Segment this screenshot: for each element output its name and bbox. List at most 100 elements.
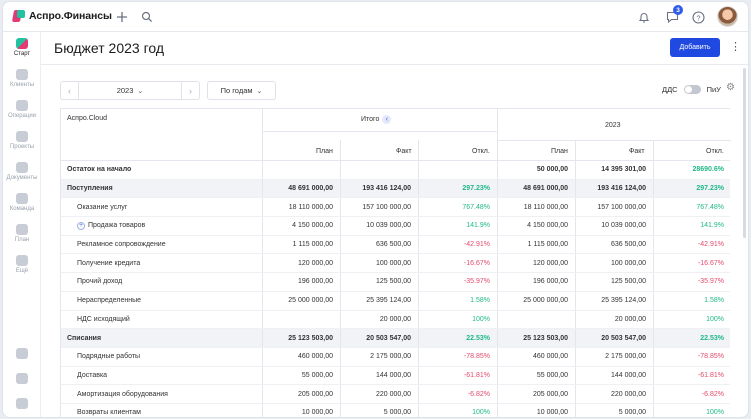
start-icon xyxy=(16,38,28,49)
table-row[interactable]: Прочий доход 196 000,00 125 500,00 -35.97% 1… xyxy=(61,273,730,292)
logo-text: Аспро.Финансы xyxy=(29,10,112,22)
amount-cell: 50 000,00 xyxy=(536,166,568,174)
amount-cell: 25 123 503,00 xyxy=(288,334,333,342)
table-row[interactable]: Получение кредита 120 000,00 100 000,00 -16… xyxy=(61,254,730,274)
row-label: Возвраты клиентам xyxy=(77,409,141,417)
operations-icon xyxy=(16,100,28,111)
row-name: Прочий доход xyxy=(77,273,122,291)
sidebar-item-more[interactable]: Ещё xyxy=(3,255,41,274)
amount-cell: 193 416 124,00 xyxy=(597,185,646,193)
year-dropdown[interactable]: 2023 ⌄ xyxy=(78,82,182,99)
table-row[interactable]: + Продажа товаров 4 150 000,00 10 039 000,0… xyxy=(61,217,730,236)
kebab-icon[interactable]: ⋮ xyxy=(730,41,741,53)
company-name: Аспро.Cloud xyxy=(67,115,107,122)
plan-icon xyxy=(16,224,28,235)
logo[interactable]: Аспро.Финансы xyxy=(11,10,112,22)
col-fact: Факт xyxy=(629,148,645,155)
deviation-cell: 1.58% xyxy=(704,297,724,305)
table-row[interactable]: Амортизация оборудования 205 000,00 220 00… xyxy=(61,385,730,404)
deviation-cell: -42.91% xyxy=(697,241,724,249)
integrations-icon[interactable] xyxy=(16,348,28,359)
amount-cell: 25 123 503,00 xyxy=(523,334,568,342)
table-row[interactable]: Рекламное сопровождение 1 115 000,00 636 5… xyxy=(61,235,730,255)
deviation-cell: -35.97% xyxy=(463,278,490,286)
amount-cell: 636 500,00 xyxy=(610,241,646,249)
prev-year-icon[interactable]: ‹ xyxy=(68,85,71,96)
gear-icon[interactable]: ⚙ xyxy=(726,82,735,93)
plus-icon[interactable] xyxy=(114,9,130,25)
sidebar-item-label: Клиенты xyxy=(9,82,35,88)
report-toggle: ДДС ПиУ xyxy=(662,85,721,94)
amount-cell: 20 000,00 xyxy=(379,315,411,323)
sidebar-item-start[interactable]: Старт xyxy=(3,38,41,57)
amount-cell: 1 115 000,00 xyxy=(527,241,568,249)
scrollbar[interactable] xyxy=(743,68,746,238)
sidebar-item-operations[interactable]: Операции xyxy=(3,100,41,119)
row-name: Получение кредита xyxy=(77,254,140,272)
sidebar-item-projects[interactable]: Проекты xyxy=(3,131,41,150)
table-row[interactable]: Списания 25 123 503,00 20 503 547,00 22.53%… xyxy=(61,329,730,348)
settings-icon[interactable] xyxy=(16,373,28,384)
amount-cell: 5 000,00 xyxy=(383,409,411,417)
deviation-cell: -61.81% xyxy=(463,371,490,379)
sidebar-item-label: Документы xyxy=(6,175,38,181)
sidebar-item-label: Старт xyxy=(13,51,31,57)
deviation-cell: -42.91% xyxy=(463,241,490,249)
sidebar-item-plan[interactable]: План xyxy=(3,224,41,243)
amount-cell: 20 503 547,00 xyxy=(601,334,646,342)
deviation-cell: 22.53% xyxy=(466,334,490,342)
sidebar-item-clients[interactable]: Клиенты xyxy=(3,69,41,88)
row-label: Подрядные работы xyxy=(77,353,141,361)
row-name: Возвраты клиентам xyxy=(77,404,141,417)
table-row[interactable]: Остаток на начало 50 000,00 14 395 301,00 2… xyxy=(61,161,730,180)
deviation-cell: 100% xyxy=(472,315,490,323)
top-bar: Аспро.Финансы 3 ? xyxy=(3,2,748,32)
collapse-icon[interactable]: ‹ xyxy=(382,115,392,124)
year-value: 2023 xyxy=(116,86,134,95)
deviation-cell: 22.53% xyxy=(700,334,724,342)
amount-cell: 10 000,00 xyxy=(536,409,568,417)
table-row[interactable]: Возвраты клиентам 10 000,00 5 000,00 100% 10… xyxy=(61,403,730,417)
sidebar-item-documents[interactable]: Документы xyxy=(3,162,41,181)
chevron-down-icon: ⌄ xyxy=(256,87,263,95)
table-row[interactable]: Доставка 55 000,00 144 000,00 -61.81% 55 000… xyxy=(61,366,730,386)
chat-icon[interactable]: 3 xyxy=(664,5,683,25)
row-label: Списания xyxy=(67,334,102,342)
table-row[interactable]: Подрядные работы 460 000,00 2 175 000,00 -7… xyxy=(61,347,730,367)
next-year-icon[interactable]: › xyxy=(189,85,192,96)
add-button[interactable]: Добавить xyxy=(670,38,720,57)
deviation-cell: -78.85% xyxy=(697,353,724,361)
row-label: Рекламное сопровождение xyxy=(77,241,166,249)
table-row[interactable]: Поступления 48 691 000,00 193 416 124,00 29… xyxy=(61,179,730,199)
sidebar-item-team[interactable]: Команда xyxy=(3,193,41,212)
row-label: Получение кредита xyxy=(77,259,141,267)
amount-cell: 196 000,00 xyxy=(532,278,568,286)
table-row[interactable]: НДС исходящий 20 000,00 100% 20 000,00 100% xyxy=(61,310,730,330)
amount-cell: 144 000,00 xyxy=(375,371,411,379)
amount-cell: 144 000,00 xyxy=(610,371,646,379)
toggle-label-piu: ПиУ xyxy=(706,85,721,94)
amount-cell: 25 000 000,00 xyxy=(523,297,568,305)
avatar[interactable] xyxy=(717,6,738,27)
expand-icon[interactable]: + xyxy=(77,221,85,230)
sidebar-item-label: Ещё xyxy=(15,268,29,274)
deviation-cell: -16.67% xyxy=(697,259,724,267)
search-icon[interactable] xyxy=(139,9,155,25)
deviation-cell: 141.9% xyxy=(700,222,724,230)
amount-cell: 100 000,00 xyxy=(375,259,411,267)
table-row[interactable]: Оказание услуг 18 110 000,00 157 100 000,0… xyxy=(61,198,730,218)
amount-cell: 10 000,00 xyxy=(301,409,333,417)
row-label: Остаток на начало xyxy=(67,166,132,174)
amount-cell: 55 000,00 xyxy=(301,371,333,379)
bell-icon[interactable] xyxy=(636,9,652,25)
table-row[interactable]: Нераспределенные 25 000 000,00 25 395 124,… xyxy=(61,291,730,311)
period-dropdown[interactable]: По годам ⌄ xyxy=(207,81,276,100)
report-type-toggle[interactable] xyxy=(683,85,701,94)
amount-cell: 20 503 547,00 xyxy=(366,334,411,342)
amount-cell: 125 500,00 xyxy=(610,278,646,286)
help-icon[interactable]: ? xyxy=(690,9,706,25)
support-icon[interactable] xyxy=(16,398,28,409)
deviation-cell: 100% xyxy=(472,409,490,417)
row-name: Оказание услуг xyxy=(77,198,127,216)
